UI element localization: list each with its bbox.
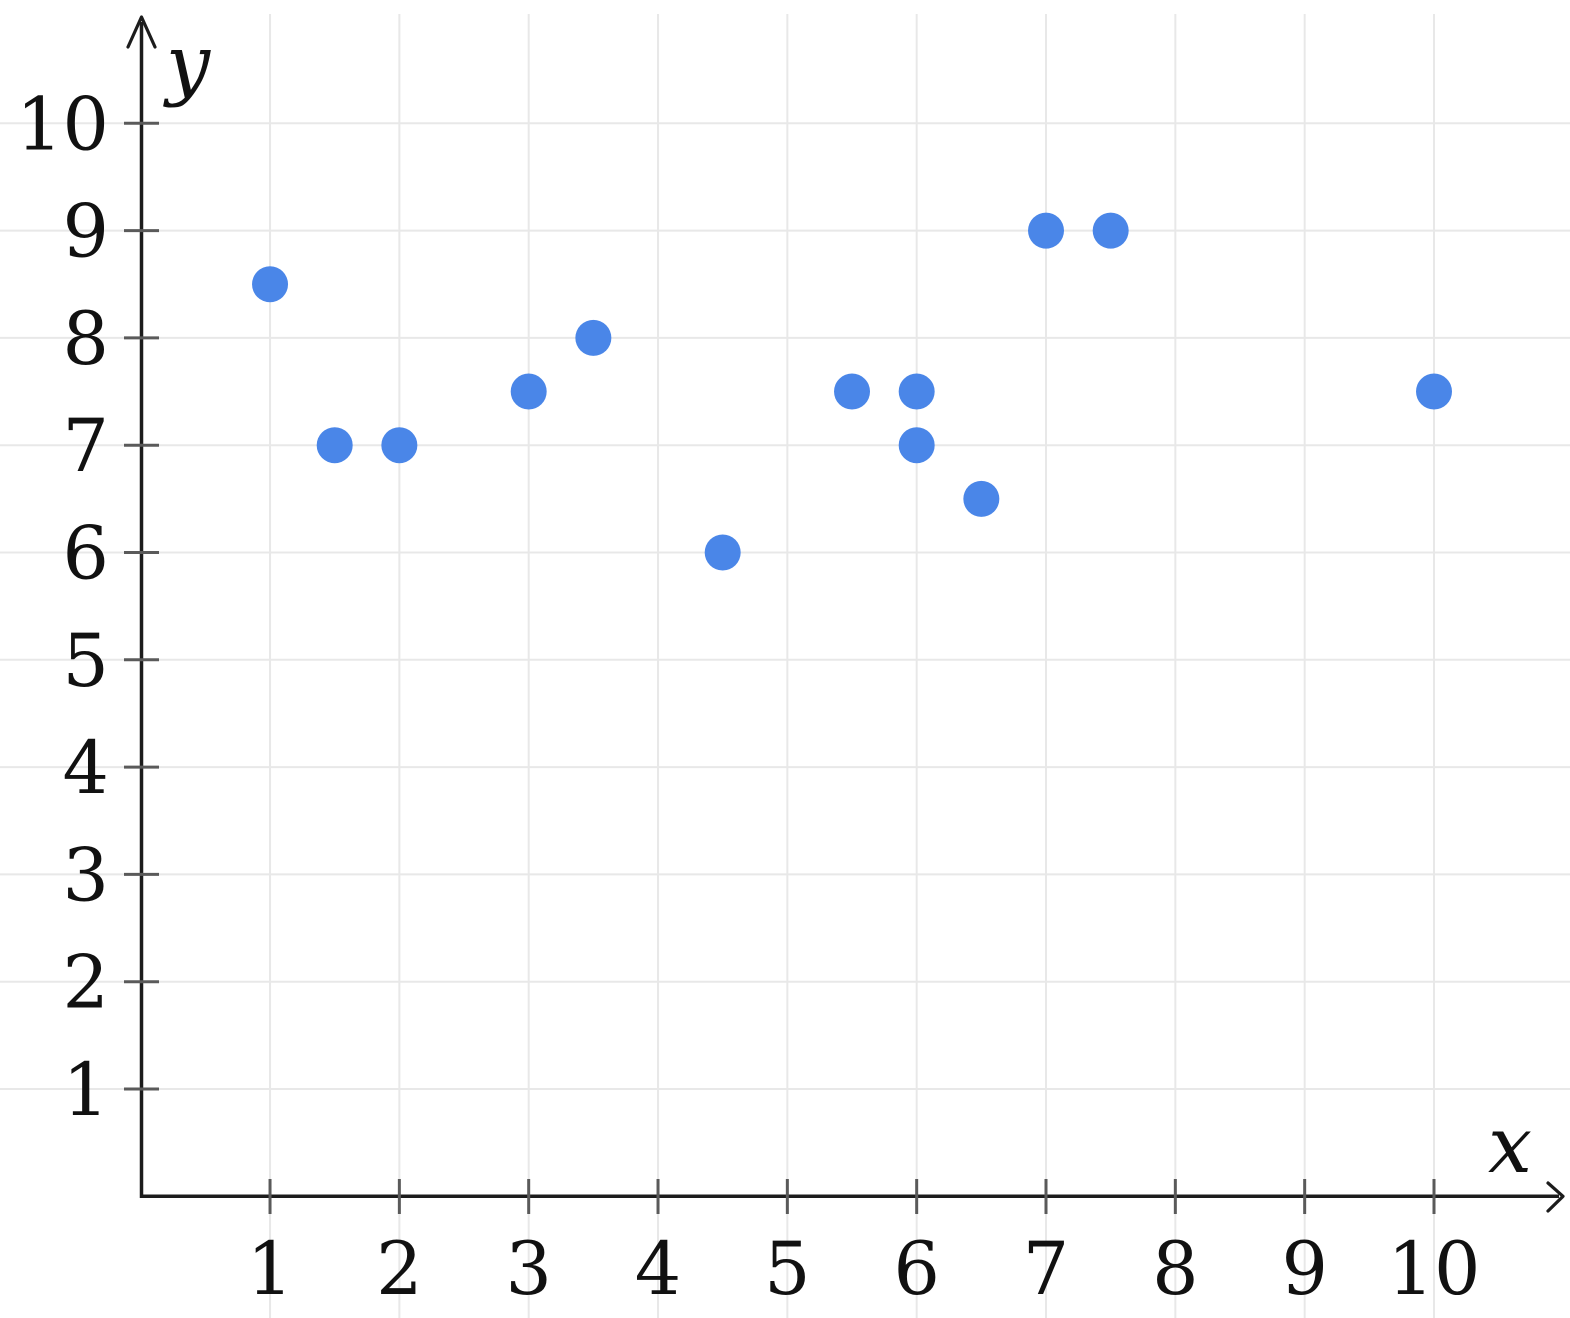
data-point-5 <box>704 534 741 571</box>
x-tick-label-1: 1 <box>247 1227 293 1312</box>
data-point-12 <box>1416 373 1452 410</box>
x-tick-label-8: 8 <box>1152 1227 1198 1312</box>
x-axis-arrowhead <box>1546 1181 1565 1213</box>
y-tick-label-3: 3 <box>63 833 109 918</box>
data-point-2 <box>381 427 418 464</box>
y-tick-label-5: 5 <box>63 619 109 704</box>
data-point-7 <box>898 373 935 410</box>
y-tick-label-7: 7 <box>63 404 109 489</box>
data-point-8 <box>898 427 935 464</box>
y-tick-label-4: 4 <box>63 726 109 811</box>
horizontal-gridlines <box>0 122 1570 1090</box>
data-point-6 <box>834 373 871 410</box>
y-tick-label-9: 9 <box>63 190 109 275</box>
data-point-3 <box>510 373 547 410</box>
data-point-4 <box>575 319 612 356</box>
x-tick-label-3: 3 <box>505 1227 551 1312</box>
data-point-1 <box>316 427 353 464</box>
data-point-9 <box>963 480 1000 517</box>
x-tick-labels: 1 2 3 4 5 6 7 8 9 10 <box>247 1227 1481 1312</box>
x-tick-label-6: 6 <box>893 1227 939 1312</box>
data-point-10 <box>1028 212 1065 249</box>
x-axis-label: x <box>1488 1101 1532 1191</box>
data-points <box>252 212 1452 571</box>
x-tick-label-7: 7 <box>1023 1227 1069 1312</box>
y-tick-labels: 1 2 3 4 5 6 7 8 9 10 <box>16 82 109 1133</box>
y-axis-arrowhead <box>126 15 157 49</box>
x-tick-label-2: 2 <box>376 1227 422 1312</box>
data-point-0 <box>252 266 289 303</box>
x-tick-label-9: 9 <box>1281 1227 1327 1312</box>
y-axis-label: y <box>163 19 211 109</box>
x-tick-label-5: 5 <box>764 1227 810 1312</box>
y-tick-label-1: 1 <box>63 1048 109 1133</box>
vertical-gridlines <box>269 14 1435 1318</box>
data-point-11 <box>1092 212 1129 249</box>
axes <box>126 15 1565 1213</box>
y-tick-label-2: 2 <box>63 941 109 1026</box>
y-tick-label-10: 10 <box>16 82 109 167</box>
x-tick-label-10: 10 <box>1388 1227 1481 1312</box>
x-tick-label-4: 4 <box>635 1227 681 1312</box>
y-tick-label-8: 8 <box>63 297 109 382</box>
axis-ticks <box>124 121 1436 1214</box>
y-tick-label-6: 6 <box>63 512 109 597</box>
